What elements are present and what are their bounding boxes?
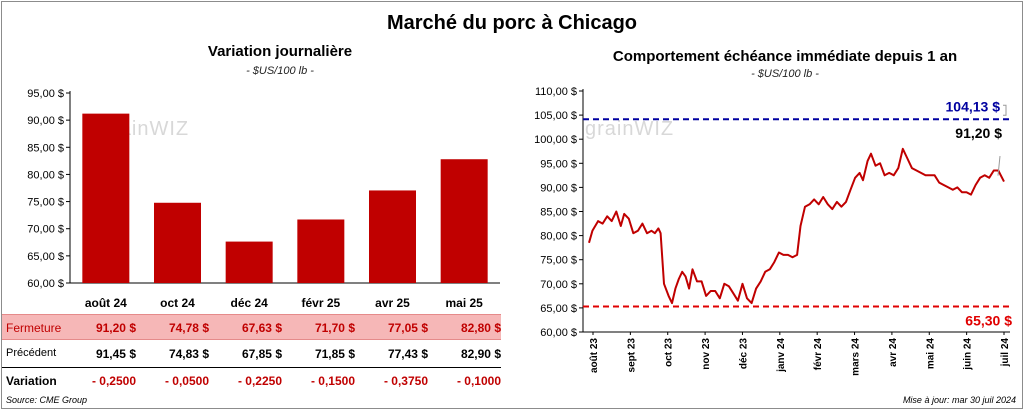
variation-cell: - 0,2250 [237,374,282,388]
precedent-cell: 67,85 $ [241,347,282,361]
low-value-label: 65,30 $ [965,312,1012,328]
bar [440,159,488,283]
bar [369,190,416,283]
x-tick-label: avr 25 [375,296,410,310]
y-tick-label: 90,00 $ [540,182,577,194]
y-tick-label: 85,00 $ [540,207,577,219]
y-tick-label: 60,00 $ [27,278,64,290]
variation-cell: - 0,3750 [383,374,428,388]
variation-cell: - 0,0500 [164,374,209,388]
x-tick-label: déc 24 [230,296,268,310]
precedent-cell: 77,43 $ [387,347,428,361]
table-row-variation: Variation - 0,2500 - 0,0500 - 0,2250 - 0… [2,367,501,392]
source-note: Source: CME Group [6,395,88,405]
y-tick-label: 110,00 $ [535,86,577,98]
y-tick-label: 75,00 $ [540,255,577,267]
precedent-cell: 82,90 $ [460,347,501,361]
y-tick-label: 65,00 $ [540,303,577,315]
high-value-label: 104,13 $ [946,98,1001,114]
high-label-bracket [1003,104,1007,116]
fermeture-cell: 71,70 $ [314,321,355,335]
y-tick-label: 70,00 $ [540,279,577,291]
y-tick-label: 90,00 $ [27,115,64,127]
fermeture-cell: 91,20 $ [95,321,136,335]
x-tick-label: août 23 [589,338,600,373]
x-tick-label: mai 25 [445,296,483,310]
y-tick-label: 75,00 $ [27,197,64,209]
x-tick-label: mars 24 [851,338,862,376]
y-tick-label: 60,00 $ [540,327,577,339]
variation-cell: - 0,2500 [91,374,136,388]
y-tick-label: 100,00 $ [534,134,577,146]
variation-cell: - 0,1000 [456,374,501,388]
x-tick-label: nov 23 [701,338,712,370]
variation-label: Variation [6,374,57,388]
x-tick-label: mai 24 [925,338,936,370]
left-chart-unit: - $US/100 lb - [246,65,314,77]
update-note: Mise à jour: mar 30 juil 2024 [902,395,1016,405]
x-tick-label: août 24 [85,296,127,310]
y-tick-label: 65,00 $ [27,251,64,263]
left-bar-chart: 60,00 $ 65,00 $ 70,00 $ 75,00 $ 80,00 $ 85,00… [27,88,500,310]
bar [82,113,130,283]
variation-cell: - 0,1500 [310,374,355,388]
y-tick-label: 80,00 $ [27,169,64,181]
right-watermark-logo: grainWIZ [585,118,675,140]
fermeture-cell: 74,78 $ [168,321,209,335]
last-value-leader [997,156,1001,176]
x-tick-label: déc 23 [738,338,749,370]
right-line-chart: 60,00 $ 65,00 $ 70,00 $ 75,00 $ 80,00 $ 85,00… [534,86,1012,376]
x-tick-label: févr 25 [301,296,340,310]
bar [154,202,201,283]
bar [297,219,345,283]
x-tick-label: oct 24 [160,296,195,310]
page-title: Marché du porc à Chicago [386,12,638,34]
fermeture-label: Fermeture [6,321,62,335]
x-tick-label: juil 24 [1000,338,1011,368]
x-tick-label: oct 23 [664,338,675,367]
y-tick-label: 105,00 $ [534,110,577,122]
fermeture-cell: 67,63 $ [241,321,282,335]
y-tick-label: 80,00 $ [540,231,577,243]
precedent-cell: 74,83 $ [168,347,209,361]
y-tick-label: 70,00 $ [27,224,64,236]
y-tick-label: 85,00 $ [27,142,64,154]
price-series-line [588,147,1005,305]
y-tick-label: 95,00 $ [540,158,577,170]
left-chart-title: Variation journalière [207,43,353,60]
x-tick-label: juin 24 [963,338,974,371]
x-tick-label: avr 24 [888,338,899,367]
table-row-fermeture: Fermeture 91,20 $ 74,78 $ 67,63 $ 71,70 … [2,314,501,340]
fermeture-cell: 82,80 $ [460,321,501,335]
right-chart-unit: - $US/100 lb - [751,68,819,80]
x-tick-label: févr 24 [813,338,824,371]
precedent-label: Précédent [6,347,57,359]
fermeture-cell: 77,05 $ [387,321,428,335]
x-tick-label: sept 23 [626,338,637,373]
x-tick-label: janv 24 [776,338,787,373]
right-chart-title: Comportement échéance immédiate depuis 1… [612,48,958,65]
bar [225,241,273,283]
table-row-precedent: Précédent 91,45 $ 74,83 $ 67,85 $ 71,85 … [2,341,501,366]
y-tick-label: 95,00 $ [27,88,64,100]
precedent-cell: 91,45 $ [95,347,136,361]
precedent-cell: 71,85 $ [314,347,355,361]
last-value-label: 91,20 $ [955,125,1002,141]
